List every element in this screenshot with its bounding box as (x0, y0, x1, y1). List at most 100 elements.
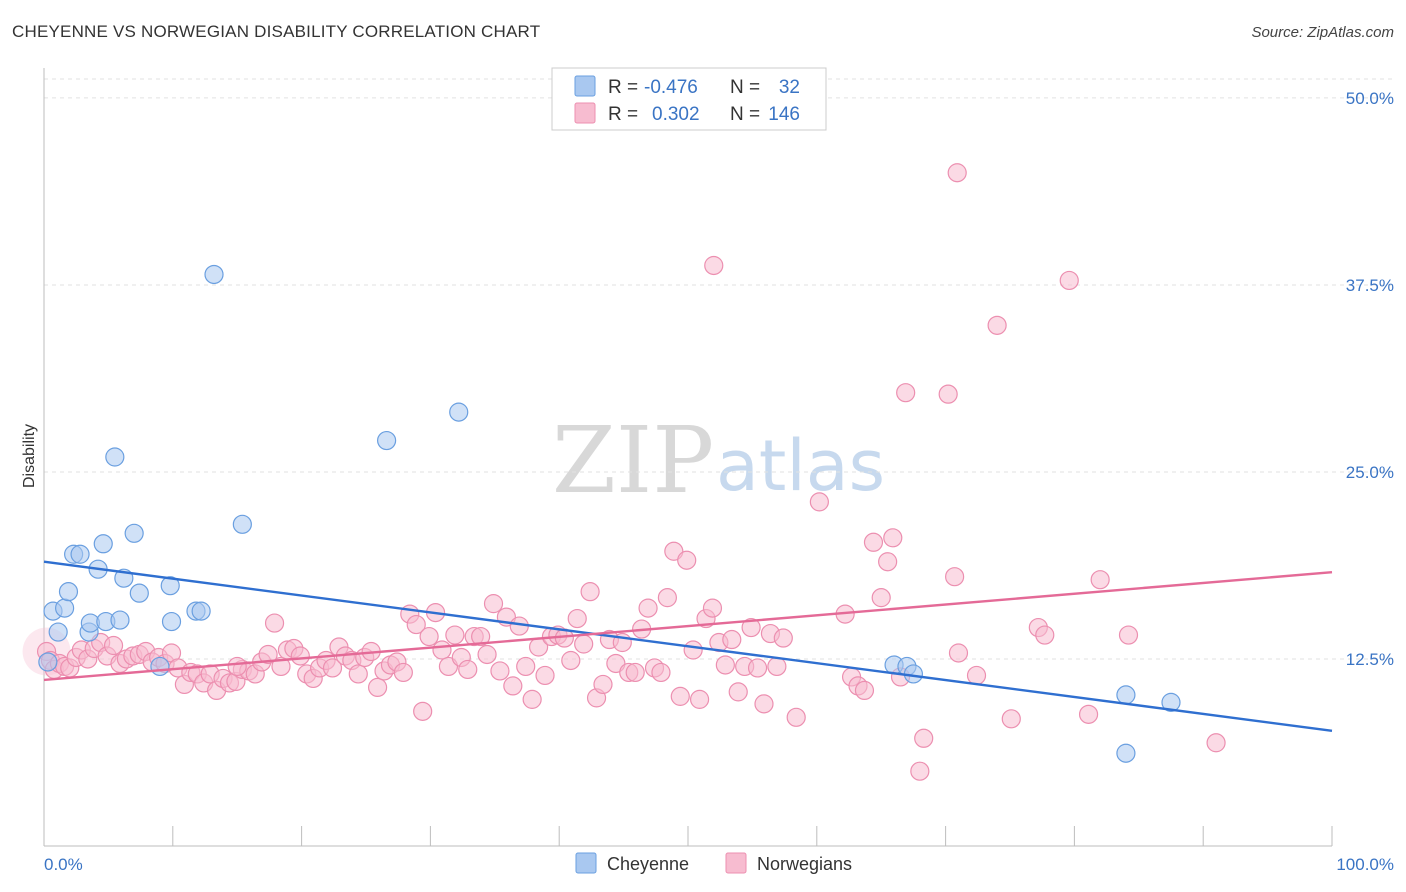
norwegians-point (490, 661, 510, 681)
cheyenne-point (191, 601, 211, 621)
cheyenne-point (204, 264, 224, 285)
y-tick-label: 12.5% (1346, 650, 1394, 669)
cheyenne-point (70, 544, 90, 564)
norwegians-point (786, 707, 806, 727)
norwegians-point (103, 635, 124, 656)
norwegians-point (413, 701, 433, 721)
chart-title: CHEYENNE VS NORWEGIAN DISABILITY CORRELA… (12, 22, 541, 41)
norwegians-point (1059, 270, 1079, 291)
norwegians-point (322, 658, 343, 678)
legend-r-label-1: R = (608, 77, 638, 98)
x-tick-label-max: 100.0% (1336, 855, 1394, 874)
source-label: Source: ZipAtlas.com (1251, 24, 1394, 41)
cheyenne-point (105, 447, 125, 467)
legend-swatch-norwegians (574, 102, 596, 124)
norwegians-point (419, 626, 439, 647)
y-axis-title: Disability (21, 424, 38, 488)
watermark-atlas: atlas (716, 425, 885, 507)
norwegians-point (471, 626, 491, 647)
cheyenne-point (58, 582, 79, 602)
norwegians-point (522, 689, 542, 709)
norwegians-point (767, 656, 787, 677)
norwegians-point (483, 594, 504, 614)
legend-swatch-cheyenne (574, 75, 596, 97)
norwegians-point (677, 550, 697, 570)
norwegians-point (258, 644, 278, 665)
norwegians-point (741, 617, 761, 638)
norwegians-trend-line (43, 571, 1333, 682)
cheyenne-point (161, 611, 182, 632)
norwegians-point (1035, 625, 1055, 645)
y-tick-label: 25.0% (1346, 463, 1394, 482)
norwegians-point (516, 656, 536, 677)
bottom-legend-swatch-cheyenne (575, 852, 597, 874)
bottom-legend-label-norwegians: Norwegians (757, 854, 852, 874)
data-points (22, 163, 1226, 781)
norwegians-point (657, 588, 677, 608)
norwegians-point (651, 662, 671, 683)
norwegians-point (773, 628, 793, 648)
cheyenne-point (38, 652, 58, 672)
norwegians-point (535, 665, 555, 686)
norwegians-point (809, 492, 829, 512)
norwegians-point (1206, 733, 1226, 753)
norwegians-point (754, 694, 774, 714)
legend-r-label-2: R = (608, 104, 638, 125)
norwegians-point (670, 686, 690, 706)
norwegians-point (503, 676, 523, 696)
norwegians-point (367, 677, 388, 698)
norwegians-point (1001, 709, 1021, 729)
cheyenne-point (377, 430, 397, 451)
norwegians-point (593, 674, 613, 695)
norwegians-point (683, 640, 703, 660)
norwegians-point (445, 625, 465, 645)
norwegians-point (715, 655, 735, 675)
legend-n-value-2: 146 (768, 104, 800, 125)
legend-n-label-2: N = (730, 104, 760, 125)
norwegians-point (227, 656, 247, 677)
norwegians-point (702, 598, 723, 618)
norwegians-point (580, 582, 600, 602)
norwegians-point (567, 608, 587, 629)
norwegians-point (938, 384, 958, 404)
bottom-legend: Cheyenne Norwegians (575, 852, 852, 874)
legend-n-value-1: 32 (779, 77, 800, 98)
y-tick-labels: 12.5% 25.0% 37.5% 50.0% (1346, 89, 1394, 669)
cheyenne-point (55, 598, 75, 618)
x-ticks (172, 826, 1333, 846)
legend-r-value-1: -0.476 (644, 77, 698, 98)
norwegians-point (947, 163, 967, 183)
norwegians-point (406, 614, 426, 635)
cheyenne-point (1116, 743, 1136, 763)
legend: R = -0.476 N = 32 R = 0.302 N = 146 (551, 67, 827, 131)
cheyenne-point (1116, 685, 1136, 705)
cheyenne-point (150, 656, 170, 677)
norwegians-point (945, 567, 965, 587)
cheyenne-point (1161, 692, 1181, 712)
norwegians-point (910, 761, 930, 781)
trend-lines (43, 560, 1333, 732)
norwegians-point (966, 665, 987, 686)
norwegians-point (625, 662, 645, 683)
cheyenne-point (160, 576, 180, 596)
norwegians-point (290, 646, 310, 666)
norwegians-point (704, 255, 724, 276)
norwegians-point (638, 598, 658, 618)
cheyenne-point (48, 622, 68, 642)
norwegians-point (871, 588, 891, 608)
norwegians-point (914, 728, 934, 748)
y-tick-label: 50.0% (1346, 89, 1394, 108)
cheyenne-point (449, 402, 469, 422)
gridlines (44, 78, 1392, 660)
x-tick-label-min: 0.0% (44, 855, 83, 874)
watermark-zip: ZIP (552, 407, 714, 514)
cheyenne-point (93, 534, 113, 554)
norwegians-point (1118, 625, 1139, 645)
norwegians-point (878, 552, 898, 572)
norwegians-point (728, 682, 748, 702)
norwegians-point (722, 629, 742, 650)
norwegians-point (477, 644, 497, 665)
norwegians-point (458, 659, 478, 680)
cheyenne-point (124, 523, 144, 543)
